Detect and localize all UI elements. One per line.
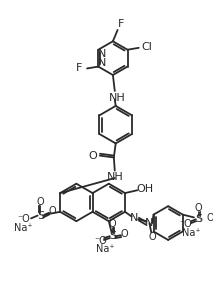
Text: Na⁺: Na⁺ bbox=[96, 244, 114, 254]
Text: N: N bbox=[98, 49, 106, 60]
Text: O: O bbox=[89, 151, 98, 161]
Text: F: F bbox=[75, 63, 82, 74]
Text: NH: NH bbox=[107, 172, 124, 182]
Text: ⁻O: ⁻O bbox=[94, 236, 107, 246]
Text: S: S bbox=[195, 214, 202, 224]
Text: O: O bbox=[148, 232, 156, 242]
Text: O: O bbox=[109, 219, 116, 229]
Text: N: N bbox=[145, 218, 154, 228]
Text: O: O bbox=[206, 213, 213, 223]
Text: O: O bbox=[37, 197, 44, 208]
Text: Na⁺: Na⁺ bbox=[14, 223, 33, 233]
Text: Na⁺: Na⁺ bbox=[182, 228, 200, 238]
Text: OH: OH bbox=[136, 184, 153, 194]
Text: N: N bbox=[98, 58, 106, 68]
Text: S: S bbox=[37, 210, 44, 221]
Text: ⁻O: ⁻O bbox=[179, 219, 192, 229]
Text: S: S bbox=[109, 231, 116, 241]
Text: O: O bbox=[195, 203, 203, 213]
Text: ⁻O: ⁻O bbox=[17, 214, 30, 224]
Text: N: N bbox=[130, 213, 139, 223]
Text: NH: NH bbox=[109, 93, 126, 103]
Text: O: O bbox=[49, 206, 56, 216]
Text: F: F bbox=[118, 19, 125, 29]
Text: Cl: Cl bbox=[142, 42, 153, 52]
Text: O: O bbox=[121, 229, 129, 239]
